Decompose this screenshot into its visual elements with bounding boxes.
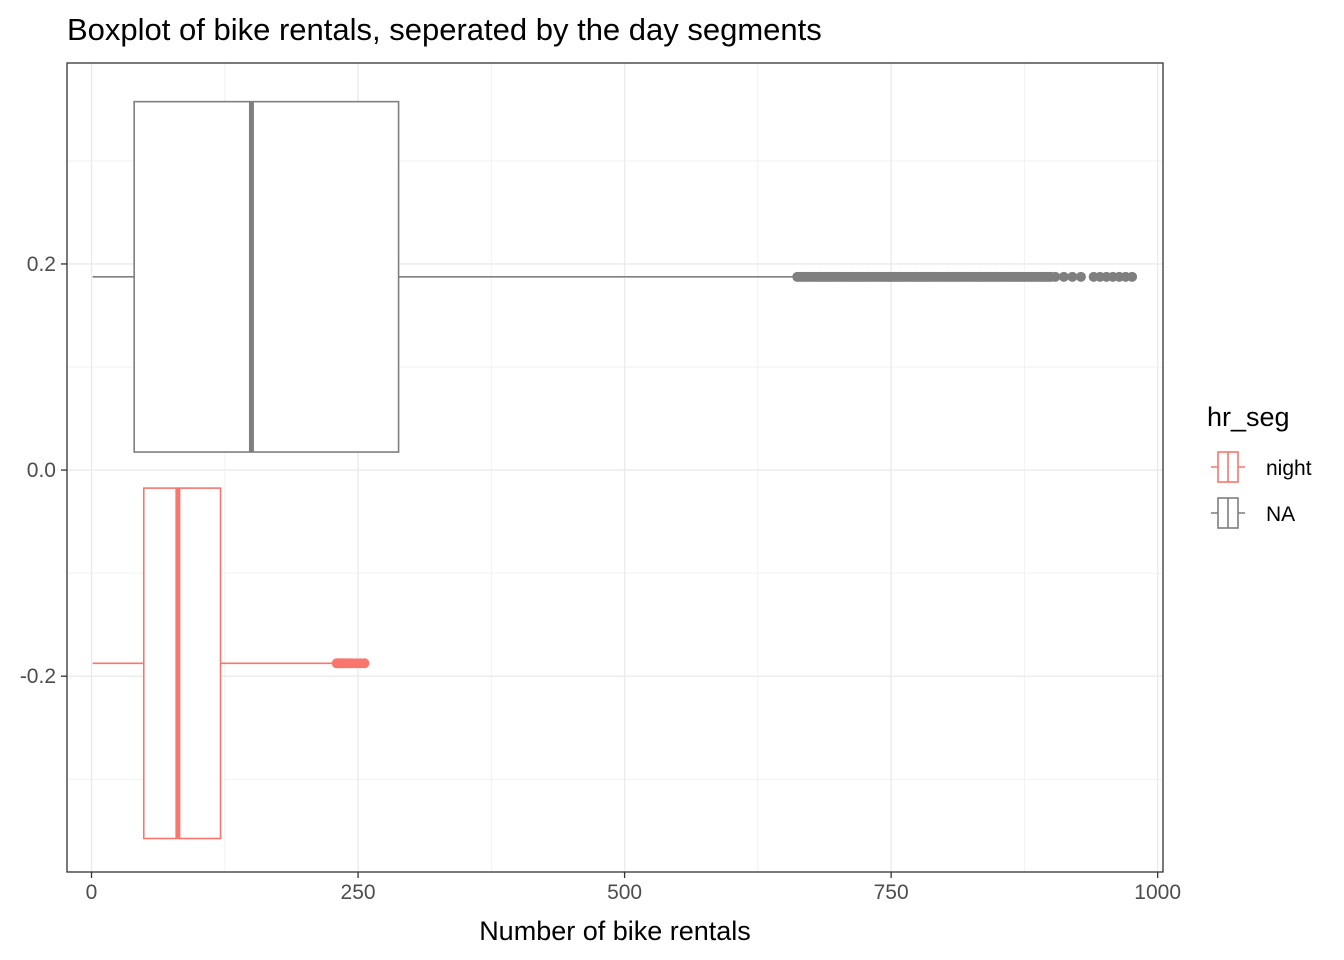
legend-label: NA bbox=[1266, 503, 1295, 526]
panel-border bbox=[66, 62, 1164, 873]
outlier-point bbox=[1050, 271, 1061, 282]
x-axis-title: Number of bike rentals bbox=[479, 916, 751, 946]
legend-title: hr_seg bbox=[1207, 402, 1290, 432]
chart-title: Boxplot of bike rentals, seperated by th… bbox=[67, 12, 822, 47]
box bbox=[133, 100, 400, 453]
boxplot-na bbox=[92, 100, 1138, 453]
legend-label: night bbox=[1266, 457, 1312, 480]
grid-major bbox=[67, 63, 1163, 872]
x-tick-label: 0 bbox=[86, 881, 98, 904]
outlier-point bbox=[1075, 271, 1086, 282]
outlier-point bbox=[1127, 271, 1138, 282]
box bbox=[142, 487, 222, 840]
legend: hr_seg night NA bbox=[1207, 402, 1312, 529]
x-tick-label: 250 bbox=[341, 881, 376, 904]
x-tick-label: 500 bbox=[607, 881, 642, 904]
legend-entries: night NA bbox=[1211, 451, 1312, 529]
outlier-point bbox=[1067, 271, 1078, 282]
plot-series bbox=[92, 100, 1138, 840]
y-axis: -0.2 0.0 0.2 bbox=[20, 253, 67, 688]
outlier-point bbox=[359, 658, 370, 669]
y-tick-label: 0.2 bbox=[27, 253, 56, 276]
x-tick-label: 1000 bbox=[1134, 881, 1181, 904]
x-tick-label: 750 bbox=[874, 881, 909, 904]
x-axis: 0 250 500 750 1000 bbox=[86, 872, 1181, 904]
y-tick-label: 0.0 bbox=[27, 459, 56, 482]
boxplot-night bbox=[92, 487, 370, 840]
outlier-point bbox=[1058, 271, 1069, 282]
legend-item-na: NA bbox=[1211, 497, 1295, 529]
legend-item-night: night bbox=[1211, 451, 1312, 483]
y-tick-label: -0.2 bbox=[20, 665, 56, 688]
